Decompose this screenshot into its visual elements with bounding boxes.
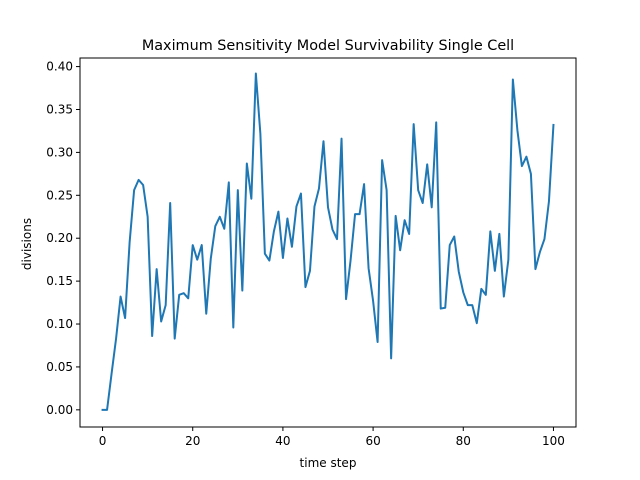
x-axis-label: time step bbox=[300, 456, 357, 470]
plot-area: 0 20 40 60 80 100 0.00 0.05 0.10 0.15 0.20 0.25 0.30… bbox=[46, 57, 577, 448]
y-tick-label: 0.05 bbox=[46, 360, 73, 374]
y-tick-label: 0.25 bbox=[46, 188, 73, 202]
y-tick-label: 0.15 bbox=[46, 274, 73, 288]
x-tick-label: 40 bbox=[275, 434, 290, 448]
y-tick-label: 0.35 bbox=[46, 102, 73, 116]
chart-title: Maximum Sensitivity Model Survivability … bbox=[142, 38, 514, 54]
x-tick-label: 100 bbox=[542, 434, 565, 448]
x-tick-label: 80 bbox=[456, 434, 471, 448]
y-tick-label: 0.10 bbox=[46, 317, 73, 331]
series-line-0 bbox=[101, 72, 555, 411]
x-tick-label: 20 bbox=[185, 434, 200, 448]
y-tick-label: 0.20 bbox=[46, 231, 73, 245]
x-tick-label: 60 bbox=[365, 434, 380, 448]
y-axis-label: divisions bbox=[20, 218, 34, 270]
y-tick-label: 0.00 bbox=[46, 403, 73, 417]
y-tick-label: 0.40 bbox=[46, 60, 73, 74]
x-tick-label: 0 bbox=[99, 434, 107, 448]
axes-frame bbox=[79, 57, 577, 428]
y-tick-label: 0.30 bbox=[46, 145, 73, 159]
